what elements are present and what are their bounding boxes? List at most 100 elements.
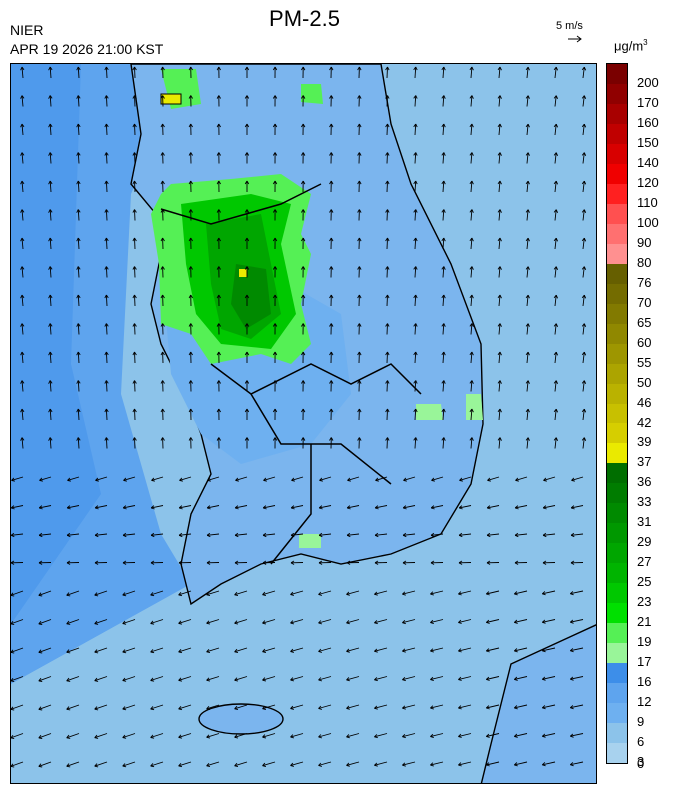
wind-arrow	[105, 123, 108, 136]
colorbar-segment	[607, 543, 627, 564]
wind-arrow-head	[555, 294, 559, 299]
wind-arrow-head	[542, 534, 547, 538]
wind-arrow-head	[76, 123, 79, 128]
wind-arrow-head	[20, 209, 23, 213]
wind-arrow	[554, 95, 557, 107]
wind-arrow	[105, 152, 108, 164]
wind-arrow-head	[234, 765, 239, 768]
wind-arrow-head	[497, 323, 501, 327]
wind-arrow-head	[514, 562, 519, 565]
wind-arrow-head	[122, 680, 127, 682]
wind-arrow-head	[132, 294, 135, 299]
wind-arrow	[374, 676, 388, 681]
wind-arrow-head	[555, 266, 559, 270]
wind-arrow-head	[570, 591, 574, 595]
wind-arrow-head	[357, 266, 360, 270]
wind-arrow	[514, 619, 528, 623]
wind-arrow-head	[150, 651, 155, 654]
wind-arrow	[498, 266, 501, 278]
wind-arrow-head	[555, 408, 559, 413]
wind-arrow	[207, 505, 220, 509]
wind-arrow-head	[301, 266, 304, 270]
wind-arrow-head	[413, 408, 417, 413]
wind-arrow-head	[290, 679, 295, 682]
wind-arrow	[178, 590, 192, 596]
wind-arrow	[178, 647, 192, 653]
wind-arrow-head	[178, 534, 183, 538]
wind-arrow	[105, 66, 108, 79]
wind-arrow	[39, 533, 52, 536]
wind-arrow	[414, 294, 417, 307]
wind-arrow-head	[415, 380, 418, 384]
colorbar-tick-label: 37	[637, 454, 652, 470]
wind-arrow-head	[11, 678, 14, 682]
wind-arrow	[414, 408, 417, 421]
wind-arrow-head	[274, 180, 278, 185]
wind-arrow-head	[160, 351, 163, 356]
wind-arrow-head	[301, 351, 304, 356]
wind-arrow-head	[272, 294, 276, 299]
wind-arrow	[346, 676, 360, 681]
wind-arrow-head	[443, 95, 446, 99]
wind-arrow-head	[329, 95, 332, 99]
colorbar-tick-label: 76	[637, 274, 652, 290]
wind-arrow-head	[76, 152, 79, 156]
wind-arrow-head	[104, 380, 107, 384]
wind-arrow-head	[262, 705, 266, 710]
wind-arrow	[290, 761, 304, 767]
wind-arrow-head	[357, 209, 360, 213]
wind-arrow	[206, 619, 220, 624]
wind-arrow	[414, 180, 417, 193]
wind-arrow-head	[542, 560, 547, 564]
wind-arrow-head	[581, 437, 585, 441]
wind-arrow-head	[134, 66, 137, 71]
wind-arrow	[386, 266, 388, 278]
wind-arrow-head	[106, 66, 109, 71]
colorbar-tick-label: 31	[637, 514, 652, 530]
wind-arrow-head	[21, 294, 25, 299]
wind-arrow	[39, 476, 52, 481]
wind-arrow-head	[290, 651, 295, 653]
wind-arrow-head	[525, 408, 529, 413]
wind-arrow	[414, 152, 417, 164]
wind-arrow-head	[441, 180, 445, 185]
wind-arrow-head	[122, 532, 127, 536]
wind-arrow-head	[20, 323, 23, 327]
wind-arrow	[542, 647, 556, 652]
wind-arrow-head	[458, 650, 462, 653]
wind-arrow-head	[581, 237, 585, 242]
wind-arrow-head	[162, 66, 165, 71]
wind-arrow-head	[262, 651, 267, 653]
wind-arrow-head	[346, 505, 351, 509]
wind-arrow-head	[20, 237, 23, 242]
wind-arrow-head	[274, 437, 278, 441]
wind-arrow	[470, 437, 473, 449]
wind-arrow	[318, 590, 332, 595]
colorbar-tick-label: 36	[637, 474, 652, 490]
wind-arrow	[442, 152, 445, 164]
wind-arrow	[105, 237, 108, 250]
wind-arrow-head	[150, 532, 155, 536]
wind-arrow-head	[150, 763, 154, 767]
wind-arrow	[21, 123, 24, 136]
wind-arrow-head	[150, 737, 155, 739]
wind-scale-label: 5 m/s	[556, 20, 583, 32]
wind-arrow-head	[291, 477, 295, 481]
wind-arrow-head	[374, 562, 379, 565]
wind-arrow-head	[190, 437, 193, 441]
wind-arrow-head	[244, 237, 248, 242]
colorbar-segment	[607, 263, 627, 285]
wind-arrow	[150, 704, 164, 710]
wind-arrow	[431, 533, 444, 536]
wind-arrow	[386, 380, 388, 392]
wind-arrow-head	[206, 648, 210, 653]
wind-arrow-head	[38, 594, 43, 597]
wind-arrow-head	[106, 323, 109, 327]
wind-arrow	[543, 533, 556, 536]
wind-arrow-head	[570, 735, 574, 738]
wind-arrow-head	[66, 560, 71, 564]
wind-arrow	[318, 676, 332, 681]
wind-arrow	[66, 590, 80, 596]
wind-arrow	[21, 152, 24, 164]
wind-arrow-head	[272, 180, 276, 185]
